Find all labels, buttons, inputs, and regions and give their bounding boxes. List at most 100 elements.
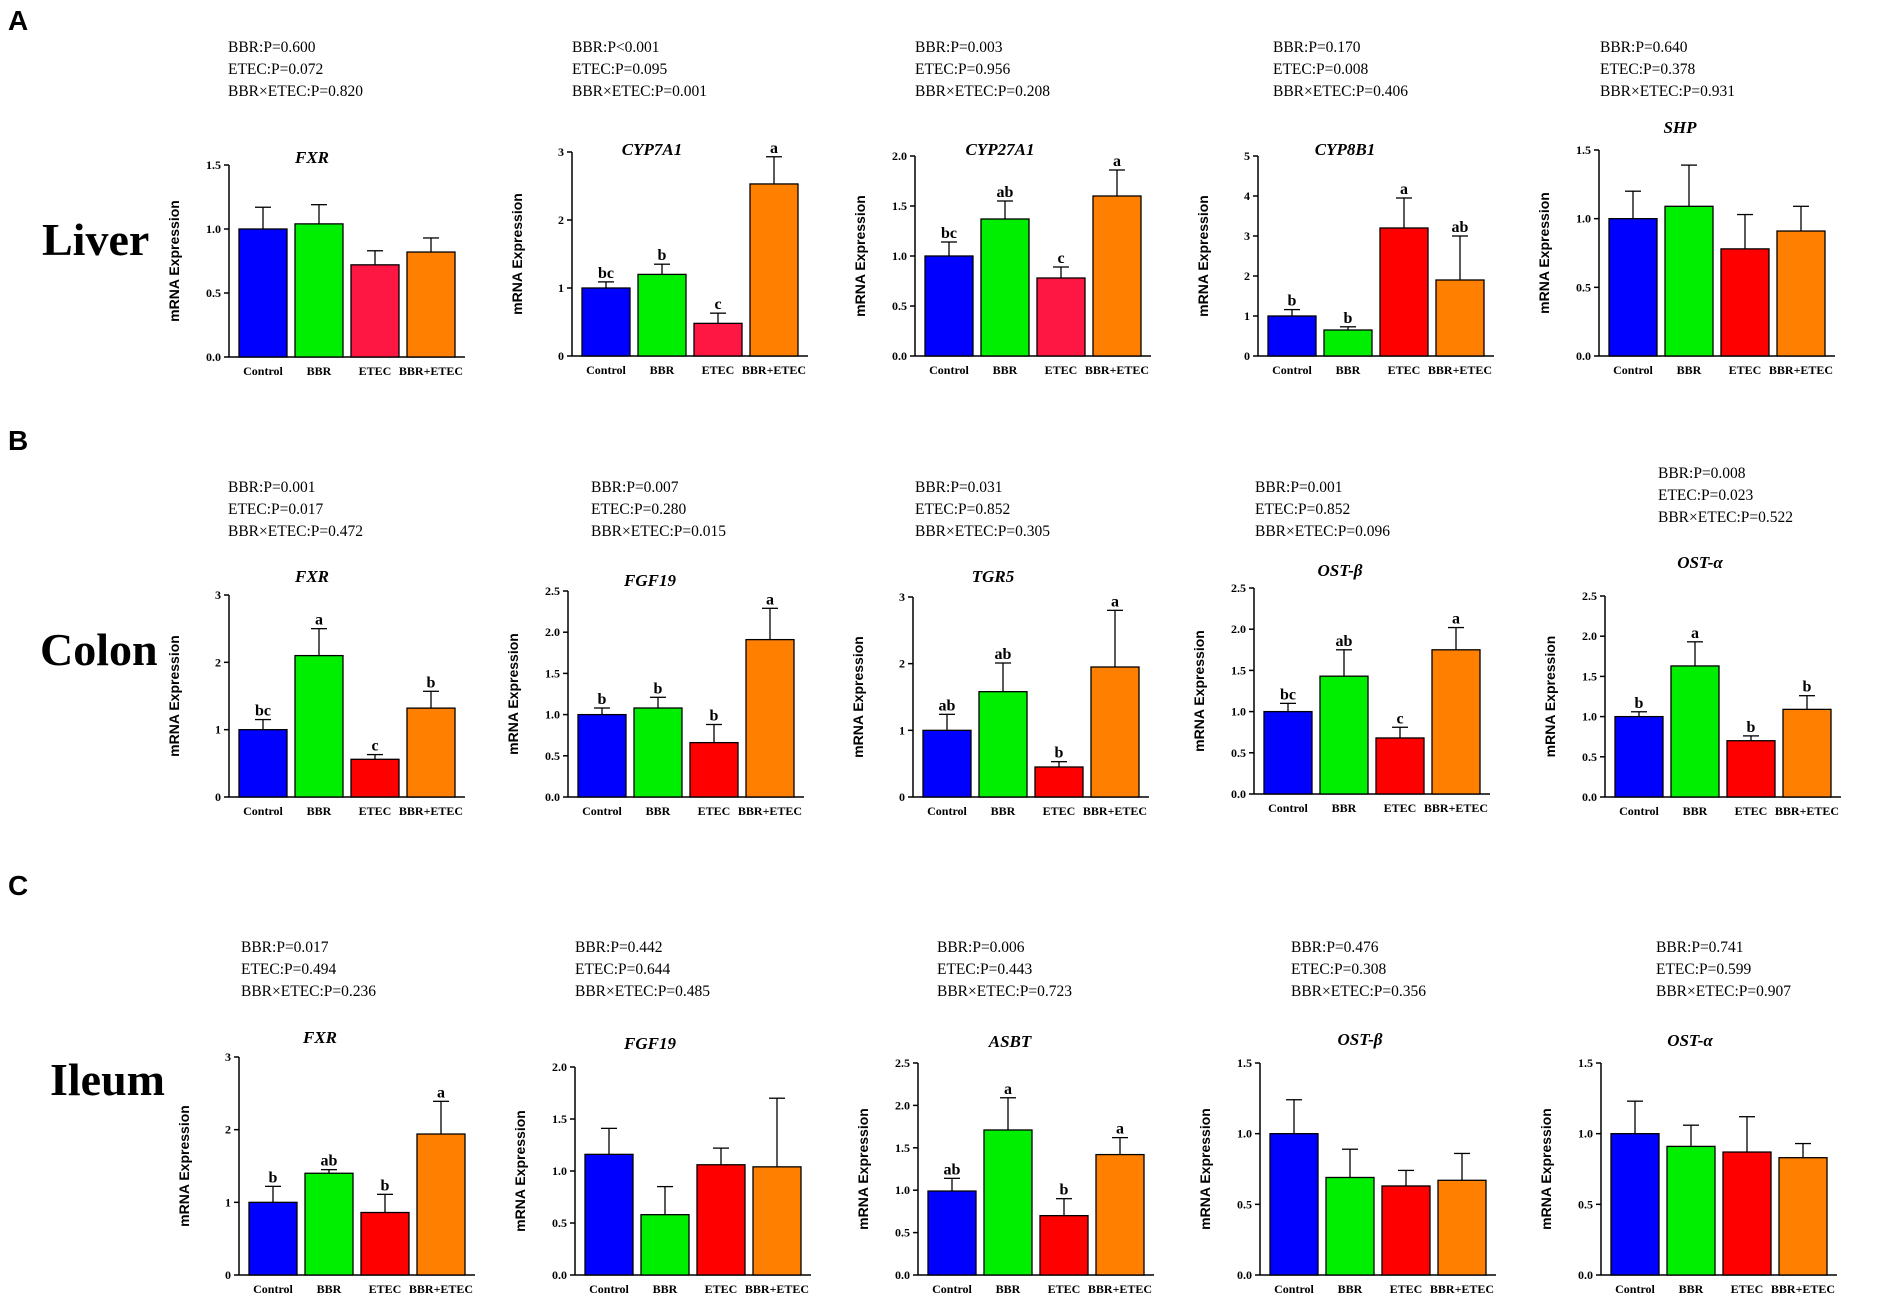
bar-bbr-etec (1435, 279, 1485, 357)
y-tick-label: 2 (225, 1123, 231, 1137)
stat-line: BBR:P=0.001 (1255, 479, 1343, 496)
y-axis-label: mRNA Expression (1191, 630, 1207, 752)
chart-a-fxr: BBR:P=0.600 ETEC:P=0.072 BBR×ETEC:P=0.820 F… (166, 39, 465, 378)
x-category-label: Control (1268, 801, 1308, 815)
significance-letter: a (437, 1084, 445, 1101)
y-tick-label: 0.5 (1582, 750, 1597, 764)
bar-etec (1034, 766, 1084, 798)
y-tick-label: 1 (225, 1195, 231, 1209)
stat-line: ETEC:P=0.095 (572, 61, 668, 78)
y-tick-label: 0.5 (545, 749, 560, 763)
x-category-label: BBR+ETEC (1424, 801, 1488, 815)
y-tick-label: 0.0 (206, 350, 221, 364)
significance-letter: b (710, 707, 719, 724)
chart-b-fxr: BBR:P=0.001 ETEC:P=0.017 BBR×ETEC:P=0.472 F… (166, 479, 465, 818)
stat-line: BBR×ETEC:P=0.907 (1656, 983, 1791, 1000)
bar-bbr (1325, 1176, 1375, 1276)
significance-letter: ab (997, 184, 1014, 201)
bar-bbr-etec (1437, 1179, 1487, 1276)
y-tick-label: 3 (225, 1050, 231, 1064)
chart-c-fxr: BBR:P=0.017 ETEC:P=0.494 BBR×ETEC:P=0.236 F… (176, 939, 475, 1296)
y-tick-label: 1.5 (895, 1141, 910, 1155)
significance-letter: c (371, 738, 378, 755)
significance-letter: b (654, 680, 663, 697)
x-category-label: ETEC (1390, 1282, 1423, 1296)
stat-line: BBR×ETEC:P=0.472 (228, 523, 363, 540)
bar-etec (1720, 248, 1770, 357)
stat-line: ETEC:P=0.443 (937, 961, 1033, 978)
chart-c-asbt: BBR:P=0.006 ETEC:P=0.443 BBR×ETEC:P=0.723 A… (855, 939, 1154, 1296)
x-category-label: Control (243, 804, 283, 818)
y-tick-label: 0.5 (892, 299, 907, 313)
chart-c-ost-: BBR:P=0.741 ETEC:P=0.599 BBR×ETEC:P=0.907 O… (1538, 939, 1837, 1296)
significance-letter: a (770, 140, 778, 157)
y-axis-label: mRNA Expression (166, 200, 182, 322)
y-tick-label: 0.0 (1582, 790, 1597, 804)
y-tick-label: 2.0 (552, 1060, 567, 1074)
bar-bbr-etec (406, 251, 456, 358)
x-category-label: BBR (996, 1282, 1021, 1296)
bar-bbr-etec (406, 707, 456, 798)
y-tick-label: 3 (215, 588, 221, 602)
y-tick-label: 0.0 (552, 1268, 567, 1282)
y-tick-label: 0.5 (1576, 280, 1591, 294)
chart-b-fgf19: BBR:P=0.007 ETEC:P=0.280 BBR×ETEC:P=0.015 F… (505, 479, 804, 818)
x-category-label: BBR (650, 363, 675, 377)
y-tick-label: 0.0 (1231, 787, 1246, 801)
bar-control (1267, 315, 1317, 357)
y-tick-label: 2.0 (892, 149, 907, 163)
y-tick-label: 0.5 (1231, 746, 1246, 760)
chart-b-ost-: BBR:P=0.001 ETEC:P=0.852 BBR×ETEC:P=0.096 O… (1191, 479, 1490, 815)
x-category-label: Control (253, 1282, 293, 1296)
gene-title: SHP (1663, 118, 1697, 137)
y-tick-label: 0.0 (895, 1268, 910, 1282)
y-axis-label: mRNA Expression (166, 635, 182, 757)
y-tick-label: 2.5 (1231, 581, 1246, 595)
panel-letter-a: A (8, 5, 28, 36)
y-tick-label: 2.0 (1582, 629, 1597, 643)
y-axis-label: mRNA Expression (855, 1108, 871, 1230)
x-category-label: BBR+ETEC (409, 1282, 473, 1296)
y-tick-label: 1.5 (1231, 663, 1246, 677)
bar-bbr-etec (1778, 1157, 1828, 1276)
y-axis-label: mRNA Expression (852, 195, 868, 317)
bar-control (1263, 710, 1313, 795)
bar-control (924, 255, 974, 357)
y-tick-label: 0 (225, 1268, 231, 1282)
x-category-label: BBR+ETEC (1085, 363, 1149, 377)
x-category-label: BBR (307, 804, 332, 818)
x-category-label: Control (1615, 1282, 1655, 1296)
significance-letter: a (1116, 1121, 1124, 1138)
x-category-label: ETEC (705, 1282, 738, 1296)
stat-line: BBR:P=0.170 (1273, 39, 1361, 56)
stat-line: ETEC:P=0.072 (228, 61, 323, 78)
bar-bbr-etec (1776, 230, 1826, 357)
bar-etec (1039, 1214, 1089, 1276)
x-category-label: BBR (307, 364, 332, 378)
significance-letter: bc (941, 225, 957, 242)
bar-etec (1379, 227, 1429, 357)
bar-control (248, 1201, 298, 1276)
bar-etec (350, 758, 400, 798)
significance-letter: b (1803, 679, 1812, 696)
y-tick-label: 0.0 (1237, 1268, 1252, 1282)
stat-line: ETEC:P=0.599 (1656, 961, 1752, 978)
bar-bbr (294, 223, 344, 358)
stat-line: ETEC:P=0.008 (1273, 61, 1369, 78)
significance-letter: b (1055, 745, 1064, 762)
gene-title: OST-β (1338, 1030, 1383, 1049)
y-tick-label: 3 (558, 145, 564, 159)
y-tick-label: 1.5 (892, 199, 907, 213)
y-tick-label: 0 (899, 790, 905, 804)
stat-line: BBR:P=0.007 (591, 479, 679, 496)
y-tick-label: 2.0 (1231, 622, 1246, 636)
y-tick-label: 1.5 (206, 158, 221, 172)
y-tick-label: 0.0 (892, 349, 907, 363)
significance-letter: ab (321, 1153, 338, 1170)
x-category-label: BBR+ETEC (742, 363, 806, 377)
chart-c-fgf19: BBR:P=0.442 ETEC:P=0.644 BBR×ETEC:P=0.485 F… (512, 939, 811, 1296)
y-tick-label: 1.0 (206, 222, 221, 236)
y-tick-label: 1 (899, 723, 905, 737)
bar-control (238, 729, 288, 798)
